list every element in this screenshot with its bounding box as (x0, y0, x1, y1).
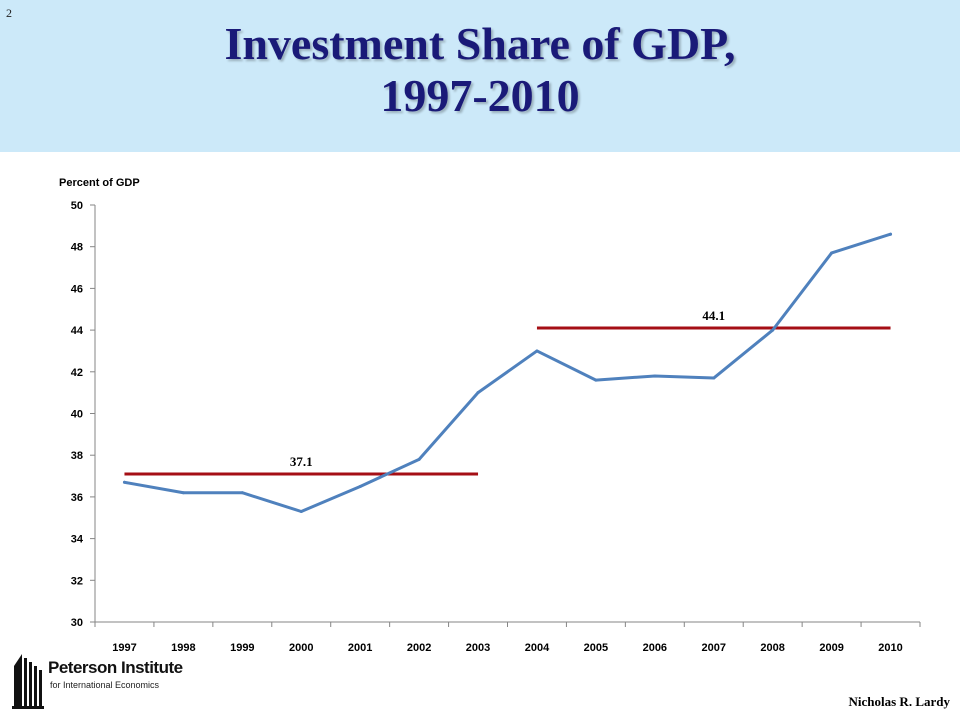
data-point (476, 391, 480, 395)
y-tick-label: 50 (71, 200, 83, 212)
author-name: Nicholas R. Lardy (848, 694, 950, 709)
y-axis-label: Percent of GDP (59, 177, 140, 189)
y-tick-label: 30 (71, 617, 83, 629)
y-tick-label: 32 (71, 575, 83, 587)
data-point (594, 378, 598, 382)
data-point (771, 328, 775, 332)
peterson-institute-logo: Peterson Institute for International Eco… (10, 648, 183, 710)
average-label: 37.1 (290, 454, 313, 469)
x-tick-label: 1999 (230, 642, 254, 654)
x-tick-label: 2006 (643, 642, 667, 654)
series-line (122, 232, 893, 513)
data-point (889, 232, 893, 236)
slide-number: 2 (6, 6, 12, 20)
x-tick-label: 2008 (760, 642, 784, 654)
x-tick-label: 2005 (584, 642, 608, 654)
x-tick-label: 1997 (112, 642, 136, 654)
x-tick-label: 2000 (289, 642, 313, 654)
average-lines (124, 326, 891, 476)
data-point (122, 480, 126, 484)
data-point (181, 491, 185, 495)
data-point (358, 484, 362, 488)
data-point (712, 376, 716, 380)
x-tick-label: 2003 (466, 642, 490, 654)
data-point (240, 491, 244, 495)
data-point (653, 374, 657, 378)
x-tick-label: 2010 (878, 642, 902, 654)
data-point (417, 457, 421, 461)
y-tick-label: 48 (71, 242, 83, 254)
chart-axes (90, 204, 921, 627)
x-tick-label: 2009 (819, 642, 843, 654)
building-columns-icon (12, 654, 44, 709)
chart-series (122, 232, 893, 513)
x-tick-label: 1998 (171, 642, 195, 654)
y-tick-label: 34 (71, 534, 84, 546)
data-point (535, 349, 539, 353)
y-tick-label: 36 (71, 492, 83, 504)
title-banner: 2 Investment Share of GDP, 1997-2010 (0, 0, 960, 152)
y-tick-label: 46 (71, 283, 83, 295)
data-point (299, 509, 303, 513)
y-tick-label: 42 (71, 367, 83, 379)
slide-title: Investment Share of GDP, 1997-2010 (0, 18, 960, 122)
data-point (830, 251, 834, 255)
x-tick-label: 2002 (407, 642, 431, 654)
x-tick-label: 2001 (348, 642, 372, 654)
title-line-2: 1997-2010 (380, 70, 580, 121)
chart-labels: 30 32 34 36 38 40 42 44 46 48 50 1997 1998 1999 2000 20… (59, 177, 903, 654)
y-tick-label: 40 (71, 409, 83, 421)
x-tick-label: 2007 (702, 642, 726, 654)
average-label: 44.1 (702, 308, 725, 323)
title-line-1: Investment Share of GDP, (224, 18, 736, 69)
y-tick-label: 44 (71, 325, 84, 337)
logo-subtitle: for International Economics (50, 680, 160, 690)
y-tick-label: 38 (71, 450, 83, 462)
logo-name: Peterson Institute (48, 658, 183, 677)
x-tick-label: 2004 (525, 642, 550, 654)
